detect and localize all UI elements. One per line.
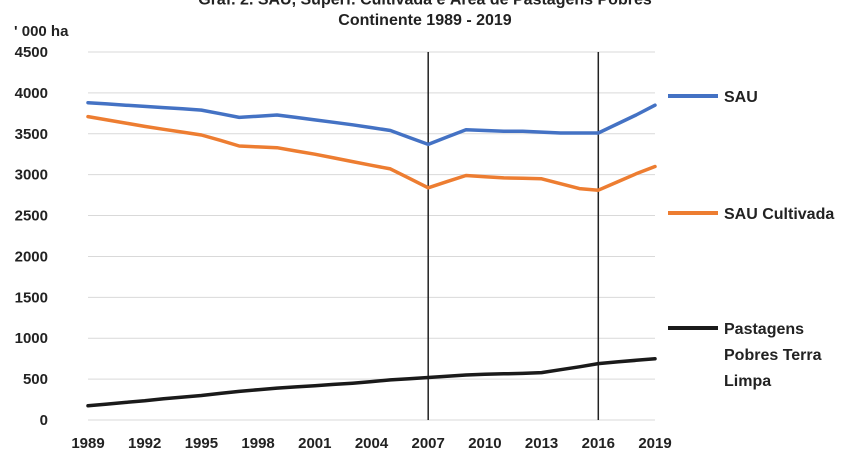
chart-title: Gráf. 2. SAU, Superf. Cultivada e Área d… (198, 0, 652, 29)
x-tick-label: 2001 (298, 435, 331, 452)
x-tick-label: 2013 (525, 435, 558, 452)
y-tick-label: 1000 (15, 330, 48, 347)
legend-label: Pobres Terra (724, 347, 822, 364)
chart-title-line-1: Gráf. 2. SAU, Superf. Cultivada e Área d… (198, 0, 652, 8)
y-tick-label: 3500 (15, 126, 48, 143)
chart-title-line-2: Continente 1989 - 2019 (338, 12, 512, 29)
y-axis-tick-labels: 0 500 1000 1500 2000 2500 3000 3500 4000 4500 (15, 44, 48, 429)
legend-label: SAU (724, 89, 758, 106)
legend-label: Limpa (724, 373, 771, 390)
series-line-sau (86, 100, 657, 147)
y-tick-label: 0 (40, 412, 48, 429)
legend: SAU SAU Cultivada Pastagens Pobres Terra Lim… (668, 89, 834, 390)
x-tick-label: 1989 (71, 435, 104, 452)
x-tick-label: 2016 (582, 435, 615, 452)
legend-label: SAU Cultivada (724, 206, 834, 223)
y-tick-label: 3000 (15, 167, 48, 184)
series-lines (86, 100, 657, 408)
x-tick-label: 1998 (241, 435, 274, 452)
x-tick-label: 2004 (355, 435, 389, 452)
x-tick-label: 1995 (185, 435, 218, 452)
series-line-sau-cultivada (86, 114, 657, 192)
reference-lines (427, 52, 600, 420)
x-tick-label: 2007 (412, 435, 445, 452)
x-tick-label: 1992 (128, 435, 161, 452)
y-tick-label: 4000 (15, 85, 48, 102)
x-tick-label: 2019 (638, 435, 671, 452)
y-tick-label: 2500 (15, 208, 48, 225)
y-tick-label: 1500 (15, 289, 48, 306)
series-line-pastagens-pobres-terra-limpa (86, 356, 657, 408)
y-axis-unit-label: ' 000 ha (14, 23, 69, 40)
y-tick-label: 500 (23, 371, 48, 388)
x-axis-tick-labels: 1989 1992 1995 1998 2001 2004 2007 2010 2013 2016… (71, 435, 671, 452)
legend-label: Pastagens (724, 321, 804, 338)
y-tick-label: 4500 (15, 44, 48, 61)
y-tick-label: 2000 (15, 248, 48, 265)
x-tick-label: 2010 (468, 435, 501, 452)
